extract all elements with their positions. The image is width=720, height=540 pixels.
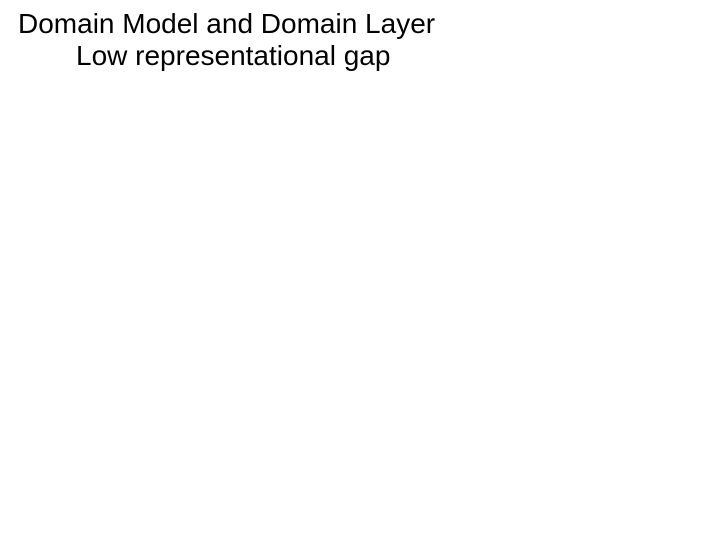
slide-title-block: Domain Model and Domain Layer Low repres… bbox=[18, 8, 435, 72]
slide-title-line-1: Domain Model and Domain Layer bbox=[18, 8, 435, 40]
slide-title-line-2: Low representational gap bbox=[18, 40, 435, 72]
